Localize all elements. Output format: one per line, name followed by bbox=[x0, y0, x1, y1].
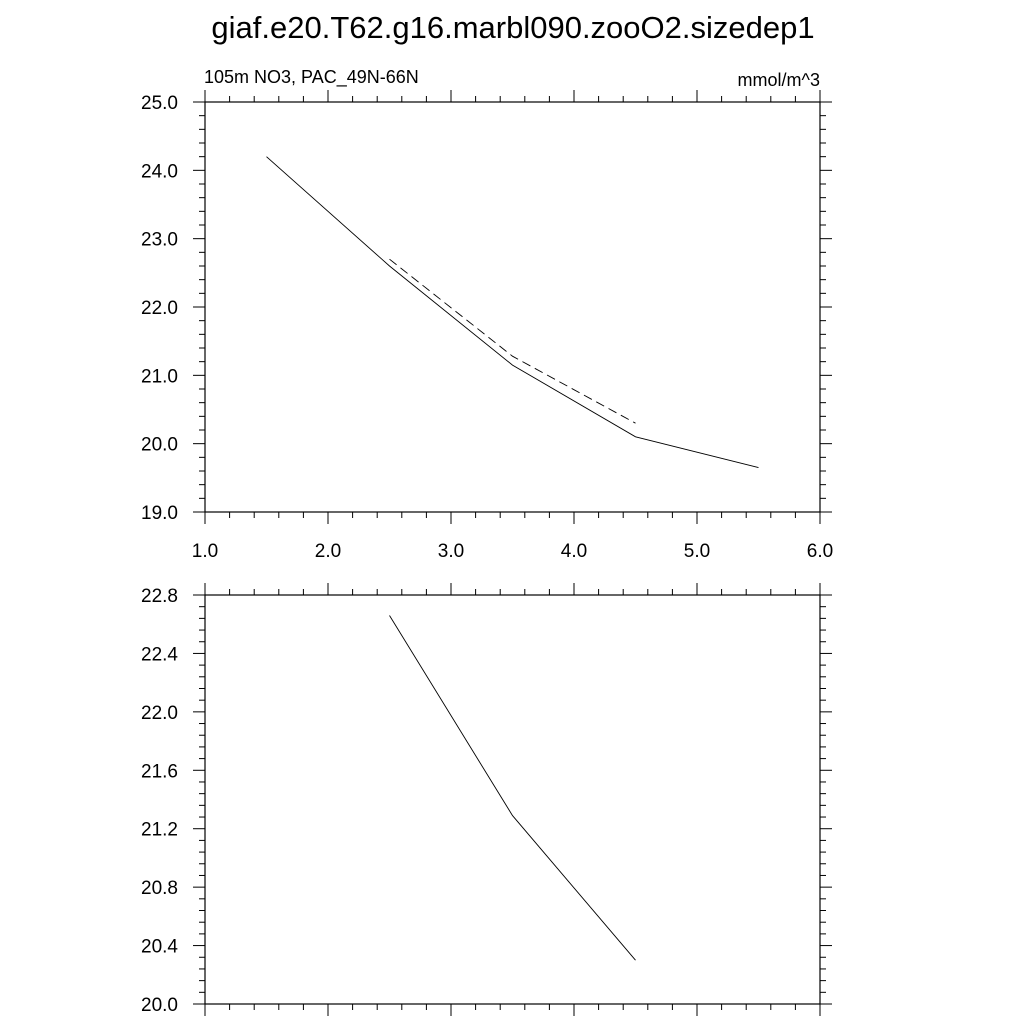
upper-x-tick-label: 2.0 bbox=[315, 541, 341, 562]
upper-y-tick-label: 19.0 bbox=[141, 503, 178, 524]
lower-y-tick-label: 20.8 bbox=[141, 878, 178, 899]
upper-series-line-solid bbox=[266, 156, 759, 469]
upper-panel-units-label: mmol/m^3 bbox=[738, 70, 820, 90]
upper-series-line-dashed bbox=[389, 258, 636, 424]
lower-y-tick-label: 22.4 bbox=[141, 644, 178, 665]
upper-y-tick-label: 23.0 bbox=[141, 230, 178, 251]
figure-title: giaf.e20.T62.g16.marbl090.zooO2.sizedep1 bbox=[211, 10, 814, 45]
upper-y-tick-label: 20.0 bbox=[141, 435, 178, 456]
upper-x-tick-label: 1.0 bbox=[192, 541, 218, 562]
upper-panel: 105m NO3, PAC_49N-66N mmol/m^3 19.0 20.0 2… bbox=[141, 67, 833, 562]
upper-y-tick-label: 24.0 bbox=[141, 161, 178, 182]
upper-panel-left-label: 105m NO3, PAC_49N-66N bbox=[204, 67, 419, 88]
upper-x-tick-label: 6.0 bbox=[807, 541, 833, 562]
lower-y-tick-label: 21.6 bbox=[141, 761, 178, 782]
upper-x-tick-label: 3.0 bbox=[438, 541, 464, 562]
lower-y-tick-label: 22.0 bbox=[141, 703, 178, 724]
upper-y-tick-label: 22.0 bbox=[141, 298, 178, 319]
upper-x-tick-label: 4.0 bbox=[561, 541, 587, 562]
lower-y-tick-label: 22.8 bbox=[141, 586, 178, 607]
lower-panel: 20.0 20.4 20.8 21.2 21.6 22.0 22.4 22.8 bbox=[141, 583, 832, 1016]
lower-y-tick-label: 20.4 bbox=[141, 937, 178, 958]
upper-y-tick-label: 21.0 bbox=[141, 366, 178, 387]
upper-x-tick-label: 5.0 bbox=[684, 541, 710, 562]
lower-y-tick-label: 21.2 bbox=[141, 820, 178, 841]
lower-y-tick-label: 20.0 bbox=[141, 995, 178, 1016]
upper-plot-frame bbox=[204, 101, 821, 513]
upper-y-tick-label: 25.0 bbox=[141, 93, 178, 114]
lower-series-line-solid bbox=[389, 615, 636, 961]
lower-plot-frame bbox=[204, 594, 821, 1005]
